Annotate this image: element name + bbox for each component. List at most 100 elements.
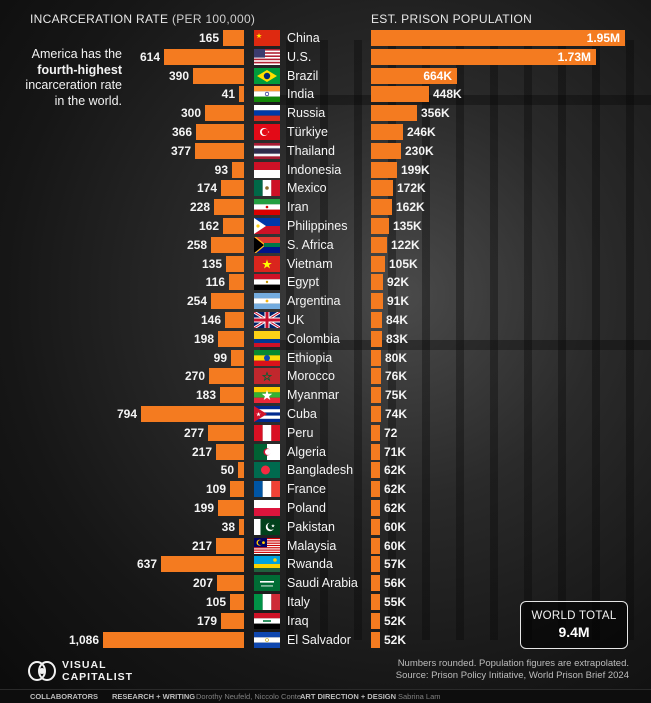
footnote-source: Source: Prison Policy Initiative, World …	[395, 670, 629, 681]
footer-credits: COLLABORATORS RESEARCH + WRITING Dorothy…	[0, 689, 651, 703]
population-value-label: 172K	[397, 181, 426, 195]
rate-bar	[217, 575, 244, 591]
rate-value-label: 217	[191, 445, 212, 459]
country-label: Colombia	[287, 332, 340, 346]
rate-value-label: 366	[171, 125, 192, 139]
thailand-flag-icon	[254, 143, 280, 159]
china-flag-icon	[254, 30, 280, 46]
poland-flag-icon	[254, 500, 280, 516]
population-bar	[371, 331, 382, 347]
population-value-label: 76K	[385, 369, 408, 383]
country-label: Argentina	[287, 294, 341, 308]
note-line: in the world.	[54, 93, 122, 108]
rate-bar	[218, 331, 244, 347]
country-label: El Salvador	[287, 633, 351, 647]
collaborators-label: COLLABORATORS	[30, 692, 99, 701]
cuba-flag-icon	[254, 406, 280, 422]
population-value-label: 57K	[384, 557, 407, 571]
population-value-label: 60K	[384, 520, 407, 534]
population-bar	[371, 519, 380, 535]
population-bar	[371, 237, 387, 253]
rate-bar	[218, 500, 244, 516]
country-label: Bangladesh	[287, 463, 354, 477]
population-value-label: 1.73M	[557, 50, 591, 64]
note-highlight: fourth-highest	[37, 62, 122, 77]
rate-bar	[225, 312, 244, 328]
world-total-label: WORLD TOTAL	[531, 610, 617, 622]
us-annotation: America has the fourth-highest incarcera…	[4, 47, 122, 109]
india-flag-icon	[254, 86, 280, 102]
rate-value-label: 198	[193, 332, 214, 346]
logo-mark-icon	[28, 661, 56, 681]
population-value-label: 52K	[384, 614, 407, 628]
country-label: Russia	[287, 106, 326, 120]
population-bar	[371, 613, 380, 629]
population-bar	[371, 406, 381, 422]
country-label: Algeria	[287, 445, 326, 459]
rate-bar	[193, 68, 244, 84]
logo-word-capitalist: CAPITALIST	[62, 671, 134, 683]
population-bar	[371, 68, 457, 84]
argentina-flag-icon	[254, 293, 280, 309]
rate-bar	[216, 444, 244, 460]
population-bar	[371, 462, 380, 478]
population-value-label: 356K	[421, 106, 450, 120]
country-label: Morocco	[287, 369, 335, 383]
country-label: U.S.	[287, 50, 312, 64]
logo-word-visual: VISUAL	[62, 659, 107, 671]
population-value-label: 91K	[387, 294, 410, 308]
iran-flag-icon	[254, 199, 280, 215]
rate-bar	[205, 105, 244, 121]
population-value-label: 55K	[384, 595, 407, 609]
population-value-label: 62K	[384, 463, 407, 477]
population-value-label: 246K	[407, 125, 436, 139]
rate-bar	[229, 274, 244, 290]
rate-value-label: 38	[221, 520, 235, 534]
ethiopia-flag-icon	[254, 350, 280, 366]
country-label: Cuba	[287, 407, 317, 421]
country-label: Myanmar	[287, 388, 340, 402]
population-value-label: 122K	[391, 238, 420, 252]
country-label: Türkiye	[287, 125, 328, 139]
population-bar	[371, 162, 397, 178]
rate-bar	[211, 237, 244, 253]
country-label: Saudi Arabia	[287, 576, 358, 590]
rate-value-label: 109	[205, 482, 226, 496]
country-label: Brazil	[287, 69, 319, 83]
population-value-label: 80K	[385, 351, 408, 365]
world-total-value: 9.4M	[558, 624, 590, 640]
rate-value-label: 228	[189, 200, 210, 214]
vietnam-flag-icon	[254, 256, 280, 272]
country-label: Mexico	[287, 181, 327, 195]
population-value-label: 56K	[384, 576, 407, 590]
rate-bar	[196, 124, 244, 140]
rate-value-label: 277	[183, 426, 204, 440]
france-flag-icon	[254, 481, 280, 497]
rate-value-label: 258	[186, 238, 207, 252]
rate-value-label: 270	[184, 369, 205, 383]
rate-value-label: 179	[196, 614, 217, 628]
country-label: UK	[287, 313, 305, 327]
rate-value-label: 300	[180, 106, 201, 120]
mexico-flag-icon	[254, 180, 280, 196]
rate-bar	[238, 462, 244, 478]
population-bar	[371, 124, 403, 140]
rate-value-label: 207	[192, 576, 213, 590]
algeria-flag-icon	[254, 444, 280, 460]
country-label: Philippines	[287, 219, 348, 233]
el-salvador-flag-icon	[254, 632, 280, 648]
rate-bar	[239, 86, 244, 102]
country-label: Vietnam	[287, 257, 333, 271]
population-bar	[371, 143, 401, 159]
population-bar	[371, 86, 429, 102]
country-label: India	[287, 87, 315, 101]
rate-bar	[141, 406, 244, 422]
rate-value-label: 162	[198, 219, 219, 233]
visual-capitalist-logo: VISUAL CAPITALIST	[28, 657, 138, 685]
rate-value-label: 99	[213, 351, 227, 365]
country-label: Iran	[287, 200, 309, 214]
colombia-flag-icon	[254, 331, 280, 347]
rate-bar	[226, 256, 244, 272]
rate-bar	[221, 180, 244, 196]
rate-bar	[239, 519, 244, 535]
